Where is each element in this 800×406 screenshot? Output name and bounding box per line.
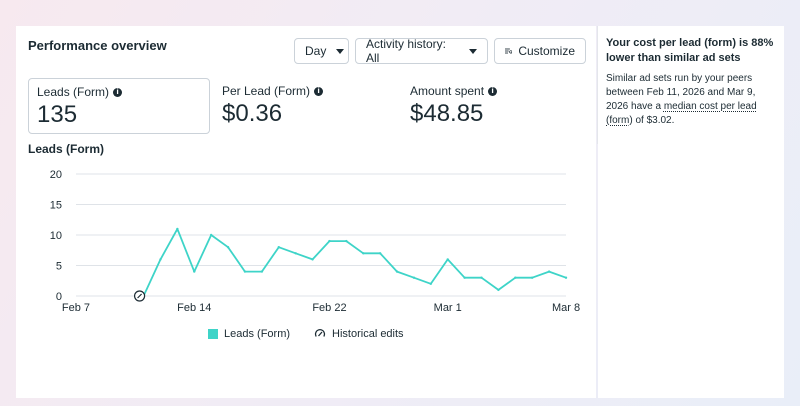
data-point[interactable] xyxy=(514,276,517,279)
panel-divider xyxy=(597,26,598,144)
data-point[interactable] xyxy=(463,276,466,279)
insight-body: Similar ad sets run by your peers betwee… xyxy=(606,72,776,128)
y-tick-label: 5 xyxy=(56,261,62,273)
metric-per-lead-label-row: Per Lead (Form) i xyxy=(222,84,386,98)
data-point[interactable] xyxy=(480,276,483,279)
metric-leads-label-row: Leads (Form) i xyxy=(37,85,201,99)
customize-icon xyxy=(505,48,513,54)
data-point[interactable] xyxy=(362,252,365,255)
legend-swatch-leads xyxy=(208,329,218,339)
data-point[interactable] xyxy=(176,227,179,231)
data-point[interactable] xyxy=(311,258,314,261)
historical-edit-marker-needle xyxy=(137,293,143,299)
activity-history-label: Activity history: All xyxy=(366,37,447,65)
info-icon[interactable]: i xyxy=(488,86,498,96)
y-tick-label: 0 xyxy=(56,291,62,303)
insight-body-suffix: of $3.02. xyxy=(632,115,675,126)
legend-item-leads[interactable]: Leads (Form) xyxy=(208,328,290,340)
metric-per-lead-label: Per Lead (Form) xyxy=(222,84,311,98)
data-point[interactable] xyxy=(412,276,416,279)
metric-leads-card[interactable]: Leads (Form) i 135 xyxy=(28,78,210,134)
data-point[interactable] xyxy=(395,270,399,273)
day-dropdown[interactable]: Day xyxy=(294,38,349,64)
performance-panel: Performance overview Day Activity histor… xyxy=(16,26,596,398)
data-point[interactable] xyxy=(243,270,247,273)
data-point[interactable] xyxy=(328,239,331,243)
data-point[interactable] xyxy=(277,246,280,249)
metric-amount-spent-label: Amount spent xyxy=(410,84,485,98)
data-point[interactable] xyxy=(564,276,568,279)
series-line-leads[interactable] xyxy=(142,228,567,297)
data-point[interactable] xyxy=(345,239,348,243)
x-tick-label: Feb 7 xyxy=(62,302,90,314)
data-point[interactable] xyxy=(193,270,196,273)
info-icon[interactable]: i xyxy=(113,87,123,97)
legend-item-historical-edits[interactable]: Historical edits xyxy=(314,328,404,340)
metric-per-lead-card[interactable]: Per Lead (Form) i $0.36 xyxy=(214,78,394,134)
insight-panel: Your cost per lead (form) is 88% lower t… xyxy=(598,26,784,398)
chart-legend: Leads (Form) Historical edits xyxy=(208,328,404,340)
x-tick-label: Mar 8 xyxy=(552,302,580,314)
insight-title: Your cost per lead (form) is 88% lower t… xyxy=(606,37,774,64)
activity-history-dropdown[interactable]: Activity history: All xyxy=(355,37,488,65)
data-point[interactable] xyxy=(497,288,500,292)
data-point[interactable] xyxy=(378,252,382,255)
insight-body-prefix: Similar ad sets run by your peers betwee… xyxy=(606,73,756,112)
data-point[interactable] xyxy=(159,258,162,261)
x-tick-label: Feb 22 xyxy=(312,302,346,314)
metric-leads-label: Leads (Form) xyxy=(37,85,110,99)
metric-per-lead-value: $0.36 xyxy=(222,100,283,127)
y-tick-label: 10 xyxy=(50,230,62,242)
customize-label: Customize xyxy=(518,44,575,58)
panel-title: Performance overview xyxy=(28,38,167,53)
legend-label-leads: Leads (Form) xyxy=(224,328,291,340)
info-icon[interactable]: i xyxy=(314,86,324,96)
leads-line-chart: 0 5 10 15 20 Feb 7 Feb 14 Feb 22 Mar 1 Mar 8 xyxy=(50,169,580,314)
data-point[interactable] xyxy=(531,276,534,279)
y-tick-label: 15 xyxy=(50,200,62,212)
metric-amount-spent-label-row: Amount spent i xyxy=(410,84,574,98)
metric-amount-spent-value: $48.85 xyxy=(410,100,484,127)
caret-down-icon xyxy=(336,48,345,54)
customize-button[interactable]: Customize xyxy=(494,38,586,64)
x-tick-label: Feb 14 xyxy=(177,302,211,314)
chart-title: Leads (Form) xyxy=(28,142,105,156)
x-tick-label: Mar 1 xyxy=(434,302,462,314)
data-point[interactable] xyxy=(446,258,449,261)
y-tick-label: 20 xyxy=(50,169,62,181)
historical-edits-icon xyxy=(314,329,326,337)
caret-down-icon xyxy=(469,48,477,54)
data-point[interactable] xyxy=(429,282,433,285)
median-cost-link[interactable]: median cost per lead (form) xyxy=(606,101,757,126)
day-dropdown-label: Day xyxy=(305,44,327,58)
data-point[interactable] xyxy=(547,270,551,273)
data-point[interactable] xyxy=(260,270,264,273)
metric-amount-spent-card[interactable]: Amount spent i $48.85 xyxy=(402,78,582,134)
legend-label-historical-edits: Historical edits xyxy=(332,328,404,340)
data-point[interactable] xyxy=(209,233,213,237)
data-point[interactable] xyxy=(294,252,297,255)
metric-leads-value: 135 xyxy=(37,101,78,128)
data-point[interactable] xyxy=(226,246,230,249)
